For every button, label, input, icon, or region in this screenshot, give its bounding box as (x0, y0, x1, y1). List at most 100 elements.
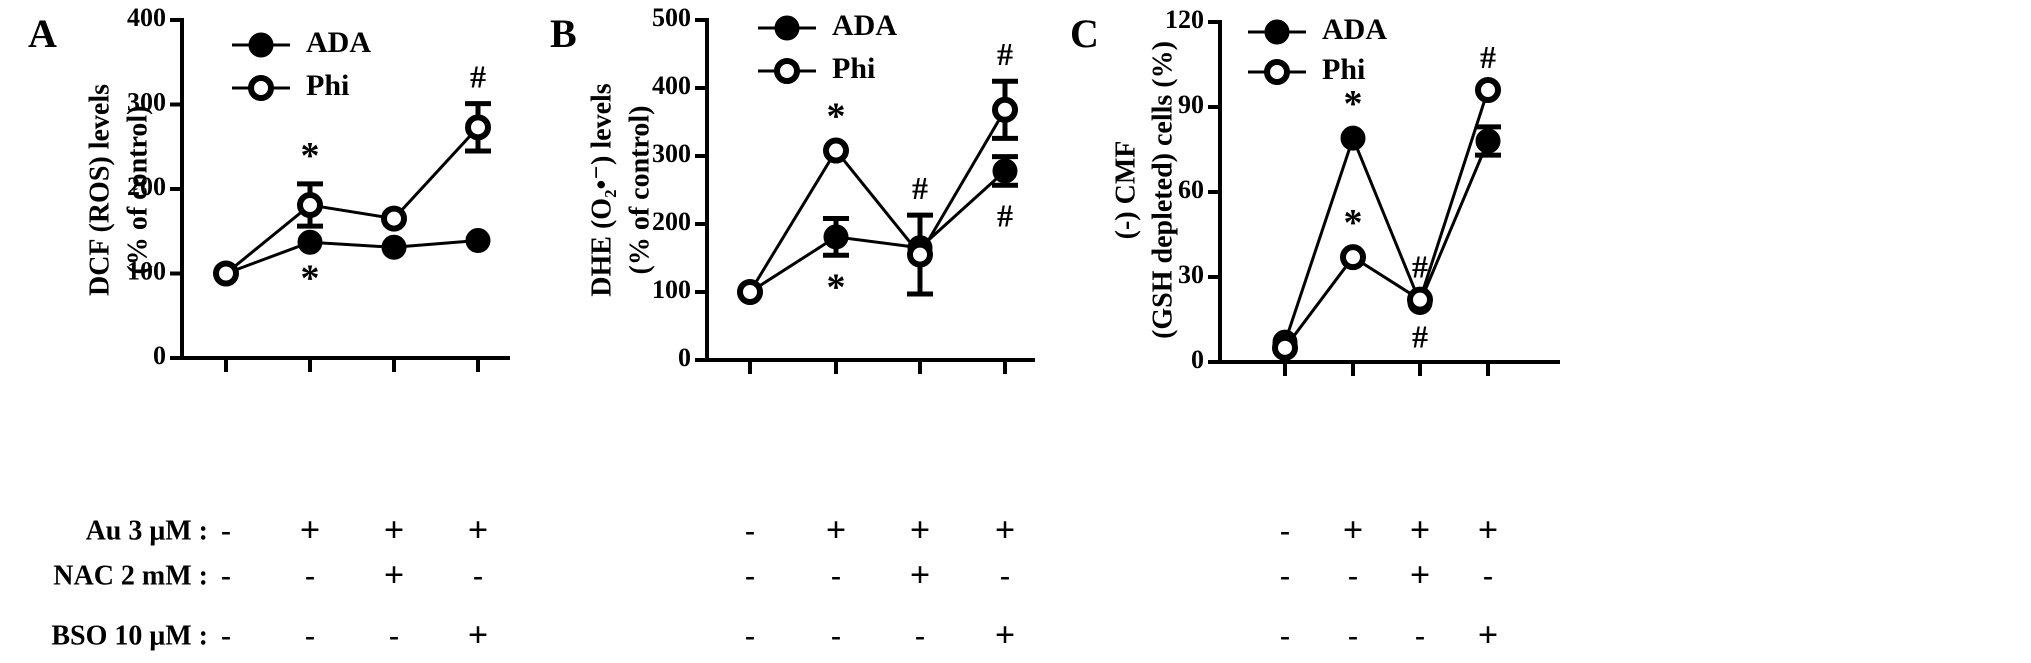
legend-marker-phi (248, 75, 274, 101)
data-point-phi (1407, 286, 1433, 313)
condition-mark: - (915, 619, 925, 652)
legend-marker-ada (774, 15, 800, 41)
condition-mark: - (473, 559, 483, 592)
y-tick-label: 90 (1178, 90, 1204, 119)
condition-mark: + (468, 509, 489, 549)
significance-mark: # (997, 36, 1013, 72)
data-point-phi (381, 205, 407, 232)
legend-label: ADA (1322, 13, 1387, 46)
y-tick-label: 300 (652, 139, 691, 168)
condition-mark: + (384, 554, 405, 594)
y-tick-label: 500 (652, 3, 691, 32)
panel-letter: A (28, 11, 57, 56)
y-tick-label: 60 (1178, 175, 1204, 204)
condition-mark: + (910, 509, 931, 549)
series-line-phi (748, 109, 1007, 293)
condition-mark: + (300, 509, 321, 549)
condition-mark: - (745, 619, 755, 652)
condition-mark: + (468, 614, 489, 654)
condition-mark: + (995, 509, 1016, 549)
panel-letter: B (550, 11, 577, 56)
panel-b: B 0 100 200 300 400 500 DHE (O₂•⁻) levels (% of … (550, 3, 1035, 654)
series-line-ada (749, 169, 1007, 294)
data-point-phi (992, 96, 1018, 123)
significance-mark: # (997, 197, 1013, 233)
legend-marker-ada (248, 32, 274, 58)
condition-mark: + (384, 509, 405, 549)
condition-mark: - (389, 619, 399, 652)
condition-mark: - (745, 514, 755, 547)
legend-marker-ada (1264, 19, 1290, 45)
y-tick-label: 400 (652, 71, 691, 100)
data-point-phi (213, 260, 239, 287)
condition-mark: - (221, 619, 231, 652)
panel-a: A 0 100 200 300 400 DCF (ROS) levels (% of cont… (28, 3, 510, 654)
y-tick-label: 100 (652, 275, 691, 304)
y-tick-label: 200 (127, 172, 166, 201)
significance-mark: # (1480, 39, 1496, 75)
y-axis-label: DCF (ROS) levels (84, 84, 115, 296)
y-tick-label: 30 (1178, 260, 1204, 289)
data-point-ada (992, 158, 1018, 184)
data-point-phi (1340, 244, 1366, 271)
significance-mark: * (301, 258, 320, 300)
legend-label: Phi (306, 69, 349, 102)
legend-label: Phi (1322, 53, 1365, 86)
condition-mark: + (910, 554, 931, 594)
significance-mark: * (1344, 202, 1363, 244)
y-tick-label: 0 (153, 341, 166, 370)
significance-mark: # (1412, 249, 1428, 285)
data-point-ada (1340, 125, 1366, 151)
data-point-ada (381, 234, 407, 260)
condition-mark: - (1415, 619, 1425, 652)
condition-mark: - (221, 514, 231, 547)
condition-mark: + (1410, 554, 1431, 594)
series-line-phi (1283, 89, 1490, 349)
condition-mark: - (305, 619, 315, 652)
legend-marker-phi (1264, 59, 1290, 85)
y-tick-label: 0 (678, 343, 691, 372)
condition-mark: + (1478, 614, 1499, 654)
series-line-ada (1283, 133, 1490, 343)
condition-label: BSO 10 μM : (51, 620, 208, 651)
significance-mark: * (827, 267, 846, 309)
significance-mark: * (301, 135, 320, 177)
panel-c: C 0 30 60 90 120 (-) CMF (GSH depleted) cells (… (1070, 5, 1560, 654)
condition-mark: - (1000, 559, 1010, 592)
condition-mark: - (1348, 559, 1358, 592)
significance-mark: * (1344, 83, 1363, 125)
significance-mark: * (827, 96, 846, 138)
y-axis-label: (% of control) (122, 106, 153, 275)
series-line-ada (225, 239, 479, 275)
condition-mark: - (831, 559, 841, 592)
significance-mark: # (470, 59, 486, 95)
y-axis-label: (GSH depleted) cells (%) (1147, 41, 1178, 339)
data-point-phi (737, 279, 763, 305)
legend-label: ADA (306, 26, 371, 59)
data-point-phi (1272, 334, 1298, 361)
condition-mark: + (826, 509, 847, 549)
y-tick-label: 120 (1165, 5, 1204, 34)
condition-mark: - (1280, 619, 1290, 652)
significance-mark: # (1412, 319, 1428, 355)
condition-mark: - (745, 559, 755, 592)
condition-mark: - (305, 559, 315, 592)
y-axis-label: (% of control) (624, 106, 655, 275)
legend-marker-phi (774, 58, 800, 84)
condition-label: Au 3 μM : (86, 515, 208, 546)
y-tick-label: 100 (127, 256, 166, 285)
series-line-phi (225, 126, 480, 275)
y-axis-label: (-) CMF (1110, 141, 1141, 240)
condition-mark: + (995, 614, 1016, 654)
data-point-phi (465, 114, 491, 141)
data-point-phi (907, 241, 933, 268)
panel-letter: C (1070, 11, 1099, 56)
y-tick-label: 0 (1191, 345, 1204, 374)
condition-label: NAC 2 mM : (53, 560, 208, 591)
condition-mark: - (1280, 559, 1290, 592)
significance-mark: # (912, 170, 928, 206)
y-tick-label: 200 (652, 207, 691, 236)
data-point-ada (297, 229, 323, 255)
legend-label: ADA (832, 9, 897, 42)
